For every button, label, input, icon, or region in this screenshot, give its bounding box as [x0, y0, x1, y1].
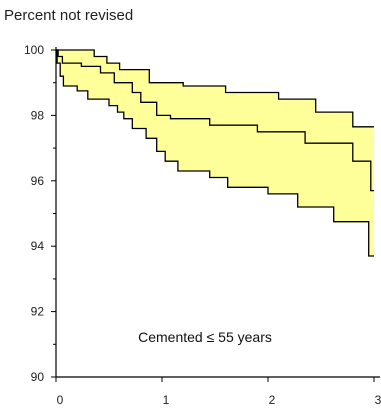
x-tick-label-2: 2: [269, 393, 276, 407]
y-tick-label-98: 98: [31, 108, 45, 122]
survival-estimate-line: [56, 49, 374, 192]
y-tick-label-96: 96: [31, 174, 45, 188]
y-tick-label-92: 92: [31, 305, 45, 319]
y-axis-label: Percent not revised: [4, 7, 133, 24]
x-tick-label-0: 0: [57, 393, 64, 407]
y-tick-label-100: 100: [24, 43, 44, 57]
x-tick-label-1: 1: [163, 393, 170, 407]
chart-annotation: Cemented ≤ 55 years: [138, 329, 272, 345]
confidence-band: [56, 50, 374, 256]
upper-ci-line: [56, 49, 374, 128]
y-tick-label-90: 90: [31, 370, 45, 384]
lower-ci-line: [56, 49, 374, 257]
y-tick-label-94: 94: [31, 239, 45, 253]
axes: 90 92 94 96 98 100 0 1 2 3: [24, 43, 381, 407]
x-tick-label-3: 3: [375, 393, 381, 407]
